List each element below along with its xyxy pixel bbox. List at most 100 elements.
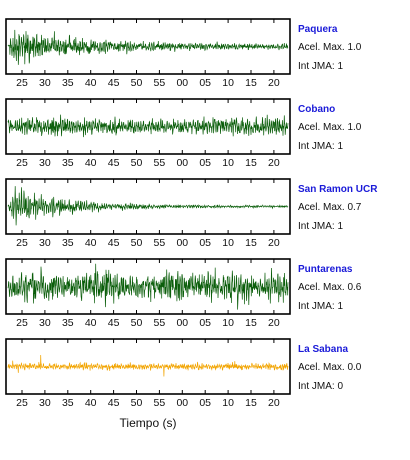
accel-max-text: Acel. Max. 1.0 [298, 42, 361, 53]
accel-max-label: Acel. Max. [298, 202, 348, 213]
panel-paquera: 25 30 35 40 45 50 55 00 05 10 15 20 [5, 18, 291, 89]
x-tick-label: 25 [16, 237, 28, 249]
int-jma-text: Int JMA: 0 [298, 381, 343, 392]
x-tick-label: 10 [222, 77, 234, 89]
x-tick-label: 55 [154, 237, 166, 249]
x-tick-label: 20 [268, 77, 280, 89]
x-tick-label: 05 [199, 157, 211, 169]
int-jma-value: 1 [337, 61, 344, 72]
accel-max-text: Acel. Max. 1.0 [298, 122, 361, 133]
x-tick-label: 40 [85, 77, 97, 89]
x-tick-label: 15 [245, 77, 257, 89]
x-tick-label: 35 [62, 77, 74, 89]
waveform-trace [7, 29, 289, 65]
x-tick-label: 40 [85, 237, 97, 249]
x-tick-label: 35 [62, 317, 74, 329]
x-tick-label: 45 [108, 397, 120, 409]
x-tick-label: 45 [108, 157, 120, 169]
station-name: La Sabana [298, 344, 349, 355]
int-jma-value: 1 [337, 221, 344, 232]
x-tick-label: 00 [176, 317, 188, 329]
x-tick-label: 50 [131, 77, 143, 89]
x-tick-label: 25 [16, 397, 28, 409]
panel-cobano: 25 30 35 40 45 50 55 00 05 10 15 20 [5, 98, 291, 169]
x-tick-label: 25 [16, 317, 28, 329]
x-tick-label: 00 [176, 237, 188, 249]
accel-max-label: Acel. Max. [298, 122, 348, 133]
x-tick-label: 20 [268, 397, 280, 409]
x-tick-label: 35 [62, 397, 74, 409]
int-jma-label: Int JMA: [298, 381, 338, 392]
x-tick-label: 55 [154, 157, 166, 169]
x-tick-label: 15 [245, 317, 257, 329]
station-name: Puntarenas [298, 264, 353, 275]
int-jma-text: Int JMA: 1 [298, 301, 343, 312]
accel-max-text: Acel. Max. 0.0 [298, 362, 361, 373]
x-tick-label: 00 [176, 397, 188, 409]
waveform-trace [7, 186, 289, 226]
accel-max-value: 1.0 [347, 42, 362, 53]
x-tick-label: 05 [199, 77, 211, 89]
waveform-trace [7, 114, 289, 138]
station-name: Cobano [298, 104, 336, 115]
x-tick-label: 35 [62, 237, 74, 249]
accel-max-value: 0.6 [347, 282, 362, 293]
x-tick-label: 45 [108, 77, 120, 89]
accel-max-label: Acel. Max. [298, 282, 348, 293]
x-tick-label: 10 [222, 397, 234, 409]
x-tick-label: 50 [131, 157, 143, 169]
int-jma-text: Int JMA: 1 [298, 221, 343, 232]
x-tick-label: 30 [39, 237, 51, 249]
int-jma-value: 0 [337, 381, 344, 392]
waveform-trace [7, 354, 289, 377]
int-jma-value: 1 [337, 141, 344, 152]
station-name: Paquera [298, 24, 338, 35]
int-jma-value: 1 [337, 301, 344, 312]
int-jma-text: Int JMA: 1 [298, 141, 343, 152]
x-tick-label: 45 [108, 237, 120, 249]
int-jma-label: Int JMA: [298, 141, 338, 152]
accel-max-label: Acel. Max. [298, 362, 348, 373]
accel-max-value: 0.0 [347, 362, 362, 373]
accel-max-label: Acel. Max. [298, 42, 348, 53]
x-tick-label: 50 [131, 237, 143, 249]
x-axis-label: Tiempo (s) [119, 416, 177, 430]
x-tick-label: 25 [16, 157, 28, 169]
x-tick-label: 40 [85, 157, 97, 169]
int-jma-label: Int JMA: [298, 61, 338, 72]
accel-max-text: Acel. Max. 0.7 [298, 202, 361, 213]
x-tick-label: 50 [131, 397, 143, 409]
x-tick-label: 55 [154, 317, 166, 329]
accel-max-text: Acel. Max. 0.6 [298, 282, 361, 293]
station-name: San Ramon UCR [298, 184, 378, 195]
panel-puntarenas: 25 30 35 40 45 50 55 00 05 10 15 20 [5, 258, 291, 329]
x-tick-label: 15 [245, 157, 257, 169]
x-tick-label: 45 [108, 317, 120, 329]
x-tick-label: 20 [268, 317, 280, 329]
panel-san-ramon-ucr: 25 30 35 40 45 50 55 00 05 10 15 20 [5, 178, 291, 249]
x-tick-label: 15 [245, 397, 257, 409]
x-tick-label: 30 [39, 157, 51, 169]
x-tick-label: 50 [131, 317, 143, 329]
x-tick-label: 25 [16, 77, 28, 89]
x-tick-label: 55 [154, 397, 166, 409]
x-tick-label: 05 [199, 317, 211, 329]
int-jma-text: Int JMA: 1 [298, 61, 343, 72]
x-tick-label: 35 [62, 157, 74, 169]
x-tick-label: 30 [39, 397, 51, 409]
x-tick-label: 30 [39, 317, 51, 329]
int-jma-label: Int JMA: [298, 301, 338, 312]
waveform-trace [7, 263, 289, 310]
x-tick-label: 00 [176, 77, 188, 89]
x-tick-label: 10 [222, 317, 234, 329]
panel-la-sabana: 25 30 35 40 45 50 55 00 05 10 15 20 [5, 338, 291, 409]
x-tick-label: 20 [268, 237, 280, 249]
x-tick-label: 15 [245, 237, 257, 249]
x-tick-label: 40 [85, 397, 97, 409]
x-tick-label: 10 [222, 237, 234, 249]
x-tick-label: 30 [39, 77, 51, 89]
x-tick-label: 00 [176, 157, 188, 169]
accel-max-value: 0.7 [347, 202, 362, 213]
x-tick-label: 05 [199, 237, 211, 249]
